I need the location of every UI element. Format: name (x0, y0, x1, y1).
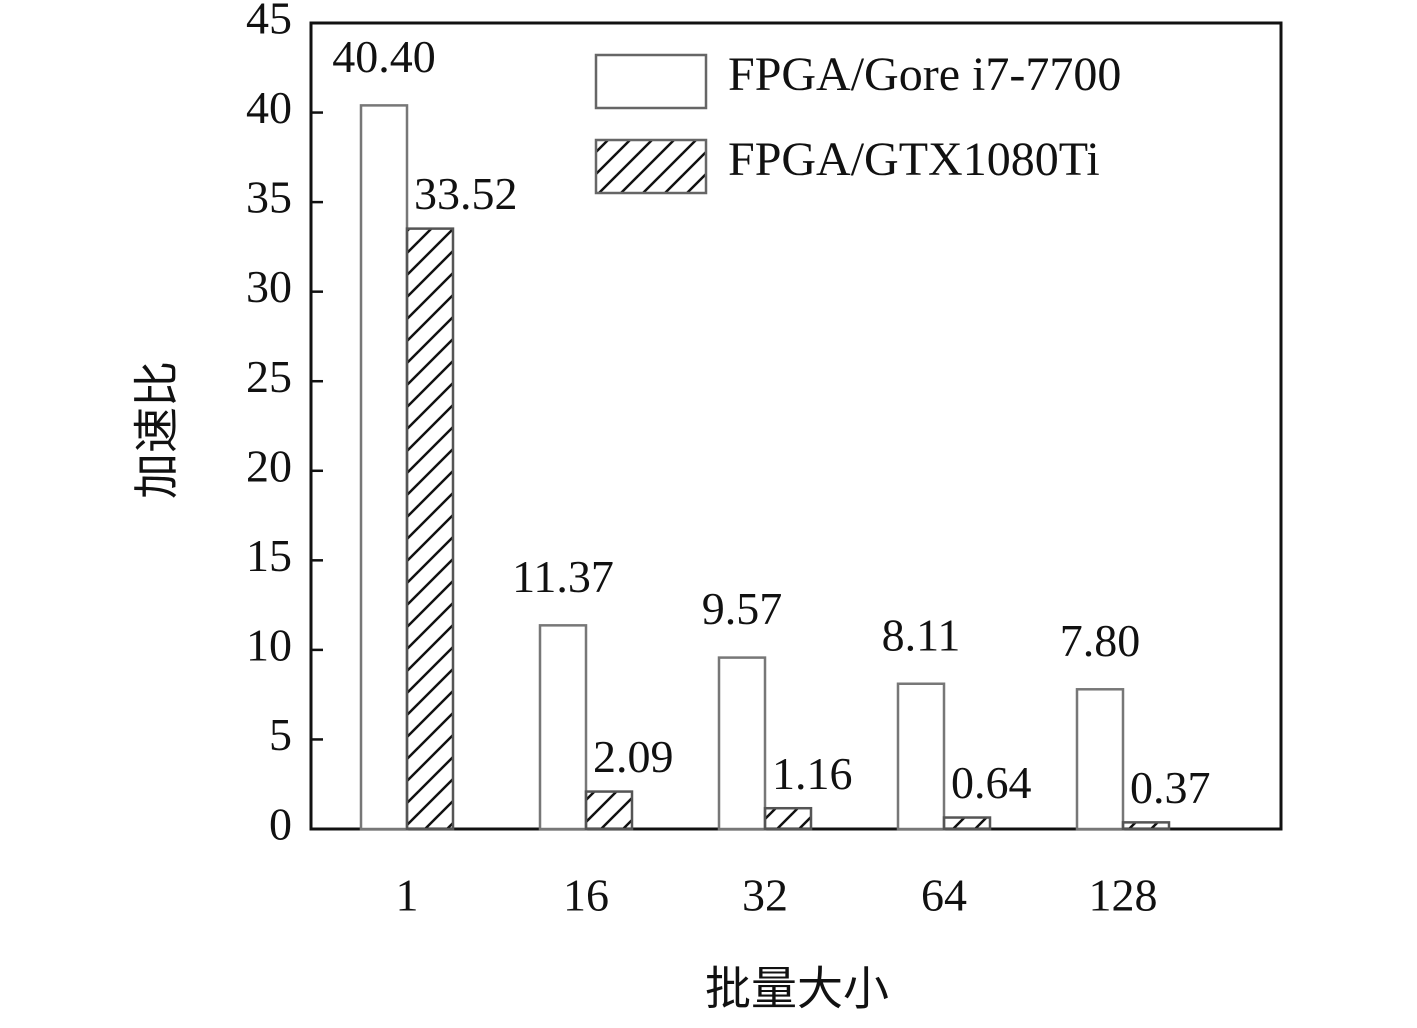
bar (405, 227, 455, 831)
value-label: 40.40 (332, 31, 436, 82)
y-tick-label: 0 (269, 799, 292, 850)
bar (942, 816, 992, 831)
value-label: 0.64 (951, 757, 1032, 808)
y-tick-label: 40 (246, 82, 292, 133)
y-tick-label: 25 (246, 351, 292, 402)
y-tick-label: 15 (246, 530, 292, 581)
y-tick-label: 20 (246, 440, 292, 491)
legend-label: FPGA/Gore i7-7700 (728, 48, 1121, 101)
bar (538, 624, 588, 831)
bar (763, 806, 813, 831)
x-tick-label: 64 (921, 870, 967, 921)
legend-swatch (594, 53, 708, 110)
bar (1121, 821, 1171, 831)
value-label: 11.37 (512, 551, 614, 602)
bar (584, 790, 634, 831)
value-label: 9.57 (702, 583, 783, 634)
value-label: 0.37 (1130, 762, 1211, 813)
x-tick-label: 1 (396, 870, 419, 921)
value-label: 1.16 (772, 748, 853, 799)
legend-swatch (594, 138, 708, 195)
bar (896, 682, 946, 831)
y-tick-label: 35 (246, 172, 292, 223)
y-tick-label: 30 (246, 261, 292, 312)
bar (717, 656, 767, 831)
value-label: 2.09 (593, 731, 674, 782)
legend-label: FPGA/GTX1080Ti (728, 133, 1100, 186)
value-label: 33.52 (414, 168, 518, 219)
x-axis-label: 批量大小 (705, 962, 889, 1016)
y-tick-label: 10 (246, 619, 292, 670)
x-tick-label: 32 (742, 870, 788, 921)
bar (1075, 688, 1125, 831)
y-tick-label: 45 (246, 0, 292, 44)
bar (359, 104, 409, 831)
y-axis-label: 加速比 (130, 361, 184, 499)
x-tick-label: 128 (1089, 870, 1158, 921)
y-tick-label: 5 (269, 709, 292, 760)
value-label: 7.80 (1060, 615, 1141, 666)
x-tick-label: 16 (563, 870, 609, 921)
value-label: 8.11 (882, 609, 961, 660)
